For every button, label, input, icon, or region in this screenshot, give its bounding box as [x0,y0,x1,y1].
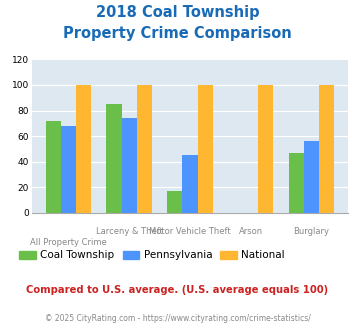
Bar [182,155,197,213]
Text: All Property Crime: All Property Crime [30,238,107,247]
Bar [304,141,319,213]
Bar [289,153,304,213]
Text: Motor Vehicle Theft: Motor Vehicle Theft [149,227,231,236]
Bar [197,85,213,213]
Text: © 2025 CityRating.com - https://www.cityrating.com/crime-statistics/: © 2025 CityRating.com - https://www.city… [45,314,310,323]
Bar [76,85,91,213]
Bar [319,85,334,213]
Text: Compared to U.S. average. (U.S. average equals 100): Compared to U.S. average. (U.S. average … [26,285,329,295]
Bar [61,126,76,213]
Bar [167,191,182,213]
Text: Property Crime Comparison: Property Crime Comparison [63,26,292,41]
Text: Burglary: Burglary [294,227,329,236]
Bar [137,85,152,213]
Text: 2018 Coal Township: 2018 Coal Township [96,5,259,20]
Bar [46,121,61,213]
Bar [121,118,137,213]
Text: Arson: Arson [239,227,263,236]
Legend: Coal Township, Pennsylvania, National: Coal Township, Pennsylvania, National [20,250,285,260]
Text: Larceny & Theft: Larceny & Theft [96,227,163,236]
Bar [258,85,273,213]
Bar [106,104,121,213]
